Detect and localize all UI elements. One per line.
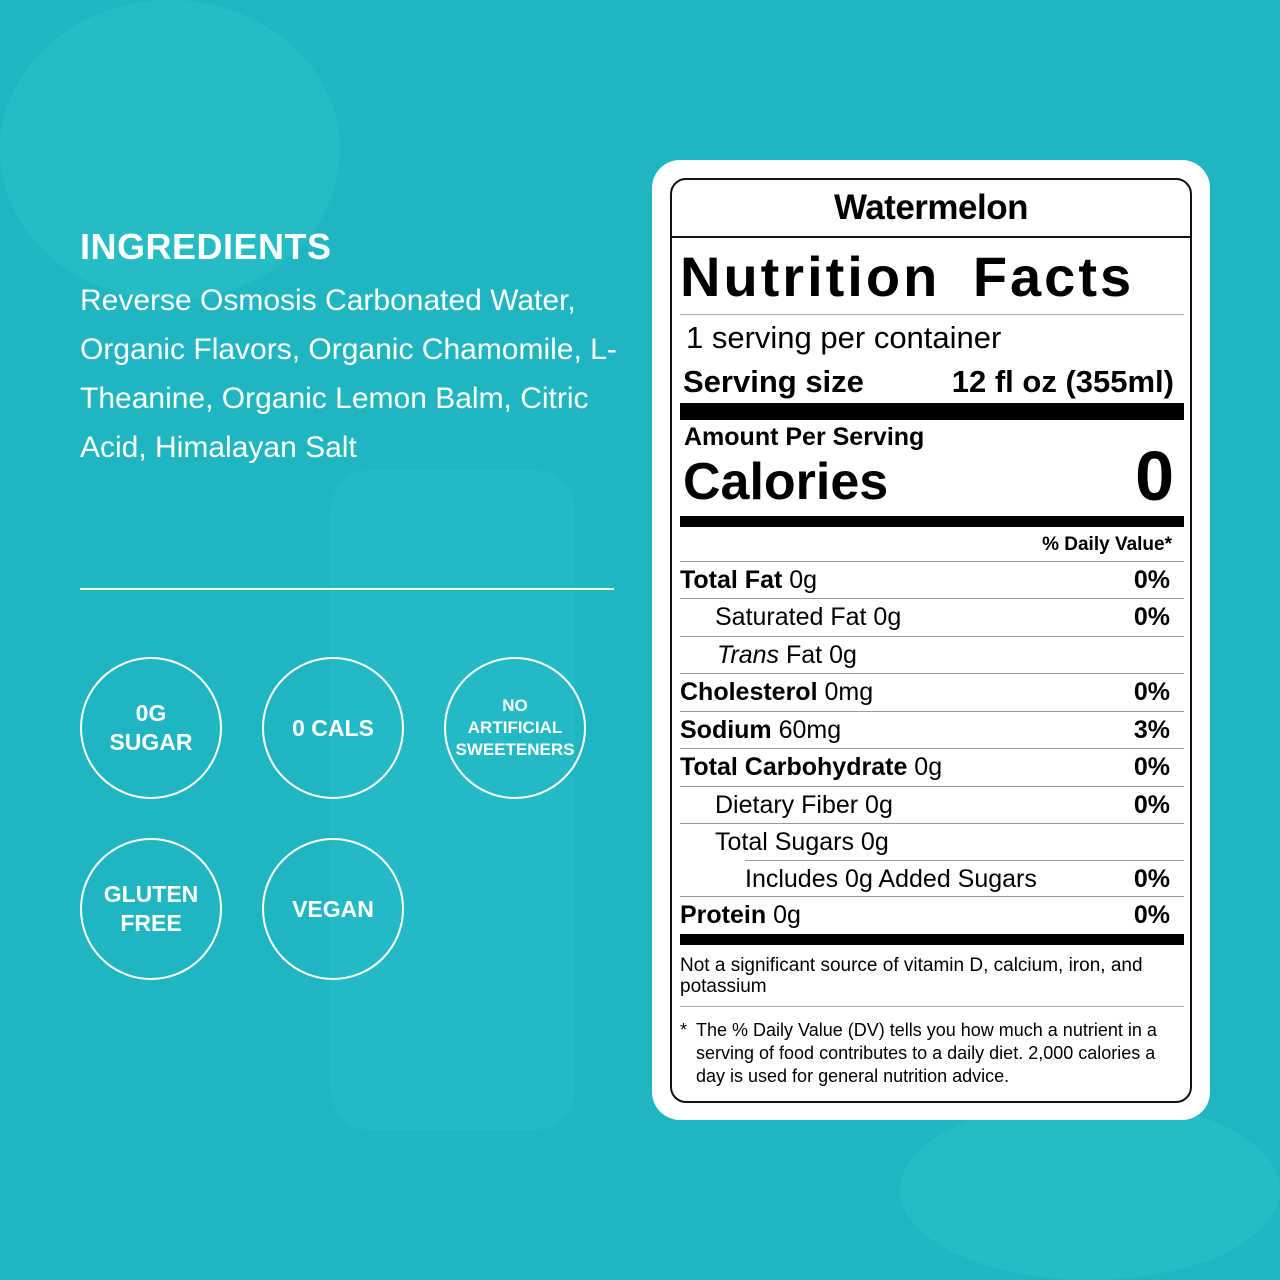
divider [80,588,614,590]
amount-per-serving: Amount Per Serving [684,423,925,451]
servings-per-container: 1 serving per container [686,320,1002,355]
watermelon-background [900,1100,1280,1280]
footnote: The % Daily Value (DV) tells you how muc… [696,1020,1157,1086]
thick-divider [680,516,1184,527]
ingredients-text: Reverse Osmosis Carbonated Water, Organi… [80,284,617,464]
nutrient-row: Total Fat 0g 0% [680,561,1184,598]
serving-size-value: 12 fl oz (355ml) [951,364,1174,399]
nutrient-note: Not a significant source of vitamin D, c… [680,955,1143,997]
daily-value-header: % Daily Value* [1042,534,1172,555]
divider [680,1006,1184,1007]
nutrition-card: Watermelon Nutrition Facts 1 serving per… [652,160,1210,1120]
footnote-mark: * [680,1020,688,1040]
nutrient-row: Total Carbohydrate 0g 0% [680,748,1184,785]
nutrient-row: Includes 0g Added Sugars 0% [745,860,1184,897]
badge-vegan: VEGAN [262,838,404,980]
thick-divider [680,403,1184,420]
thick-divider [680,934,1184,945]
nutrient-row: Cholesterol 0mg 0% [680,673,1184,710]
nutrient-row: Total Sugars 0g [680,823,1184,860]
calories-value: 0 [1135,437,1174,515]
nutrient-row: Dietary Fiber 0g 0% [680,786,1184,823]
divider [680,314,1184,315]
badge-0-cals: 0 CALS [262,657,404,799]
nutrient-row: Protein 0g 0% [680,896,1184,933]
nutrient-row: Trans Fat 0g [680,636,1184,673]
serving-size-label: Serving size [683,364,864,399]
nutrition-label: Watermelon Nutrition Facts 1 serving per… [670,178,1192,1103]
watermelon-background [0,0,340,300]
flavor-name: Watermelon [672,180,1190,238]
badge-0g-sugar: 0G SUGAR [80,657,222,799]
badge-gluten-free: GLUTEN FREE [80,838,222,980]
calories-label: Calories [683,453,889,511]
ingredients-title: INGREDIENTS [80,226,332,267]
nutrition-facts-title: Nutrition Facts [680,245,1135,308]
badge-no-artificial-sweeteners: NO ARTIFICIAL SWEETENERS [444,657,586,799]
can-background-image [330,470,575,1130]
nutrient-row: Saturated Fat 0g 0% [680,598,1184,635]
nutrient-row: Sodium 60mg 3% [680,711,1184,748]
